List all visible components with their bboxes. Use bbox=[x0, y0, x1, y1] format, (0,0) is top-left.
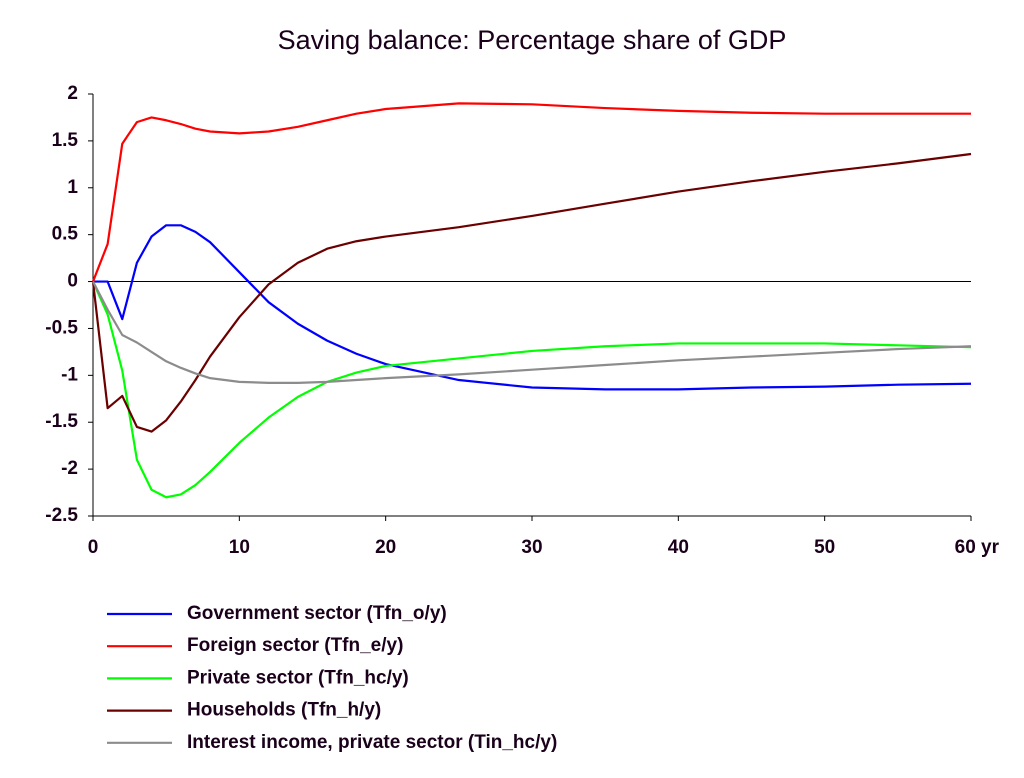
x-tick-label: 40 bbox=[668, 537, 689, 558]
series-line bbox=[91, 152, 972, 433]
series-line bbox=[92, 281, 972, 384]
y-tick-label: -2 bbox=[61, 458, 78, 479]
x-tick-label: 60 yr bbox=[955, 537, 1000, 558]
y-tick-label: 1 bbox=[67, 177, 78, 198]
legend-label: Foreign sector (Tfn_e/y) bbox=[187, 635, 403, 656]
x-tick-label: 0 bbox=[88, 537, 99, 558]
x-tick-label: 50 bbox=[814, 537, 835, 558]
legend-label: Private sector (Tfn_hc/y) bbox=[187, 667, 409, 688]
y-tick-label: 1.5 bbox=[52, 130, 79, 151]
x-tick-label: 10 bbox=[229, 537, 250, 558]
y-tick-label: -2.5 bbox=[45, 505, 78, 526]
y-tick-label: -1 bbox=[61, 364, 78, 385]
legend-label: Households (Tfn_h/y) bbox=[187, 700, 381, 721]
y-tick-label: -0.5 bbox=[45, 317, 78, 338]
y-tick-label: -1.5 bbox=[45, 411, 78, 432]
x-tick-label: 30 bbox=[521, 537, 542, 558]
y-tick-label: 2 bbox=[67, 83, 78, 104]
chart-title: Saving balance: Percentage share of GDP bbox=[278, 25, 787, 55]
series-line bbox=[91, 102, 971, 282]
y-tick-label: 0 bbox=[67, 271, 78, 292]
legend-label: Interest income, private sector (Tin_hc/… bbox=[187, 732, 557, 753]
series-line bbox=[91, 281, 972, 499]
y-tick-label: 0.5 bbox=[52, 224, 79, 245]
x-tick-label: 20 bbox=[375, 537, 396, 558]
legend-label: Government sector (Tfn_o/y) bbox=[187, 603, 447, 624]
series-line bbox=[93, 224, 972, 391]
